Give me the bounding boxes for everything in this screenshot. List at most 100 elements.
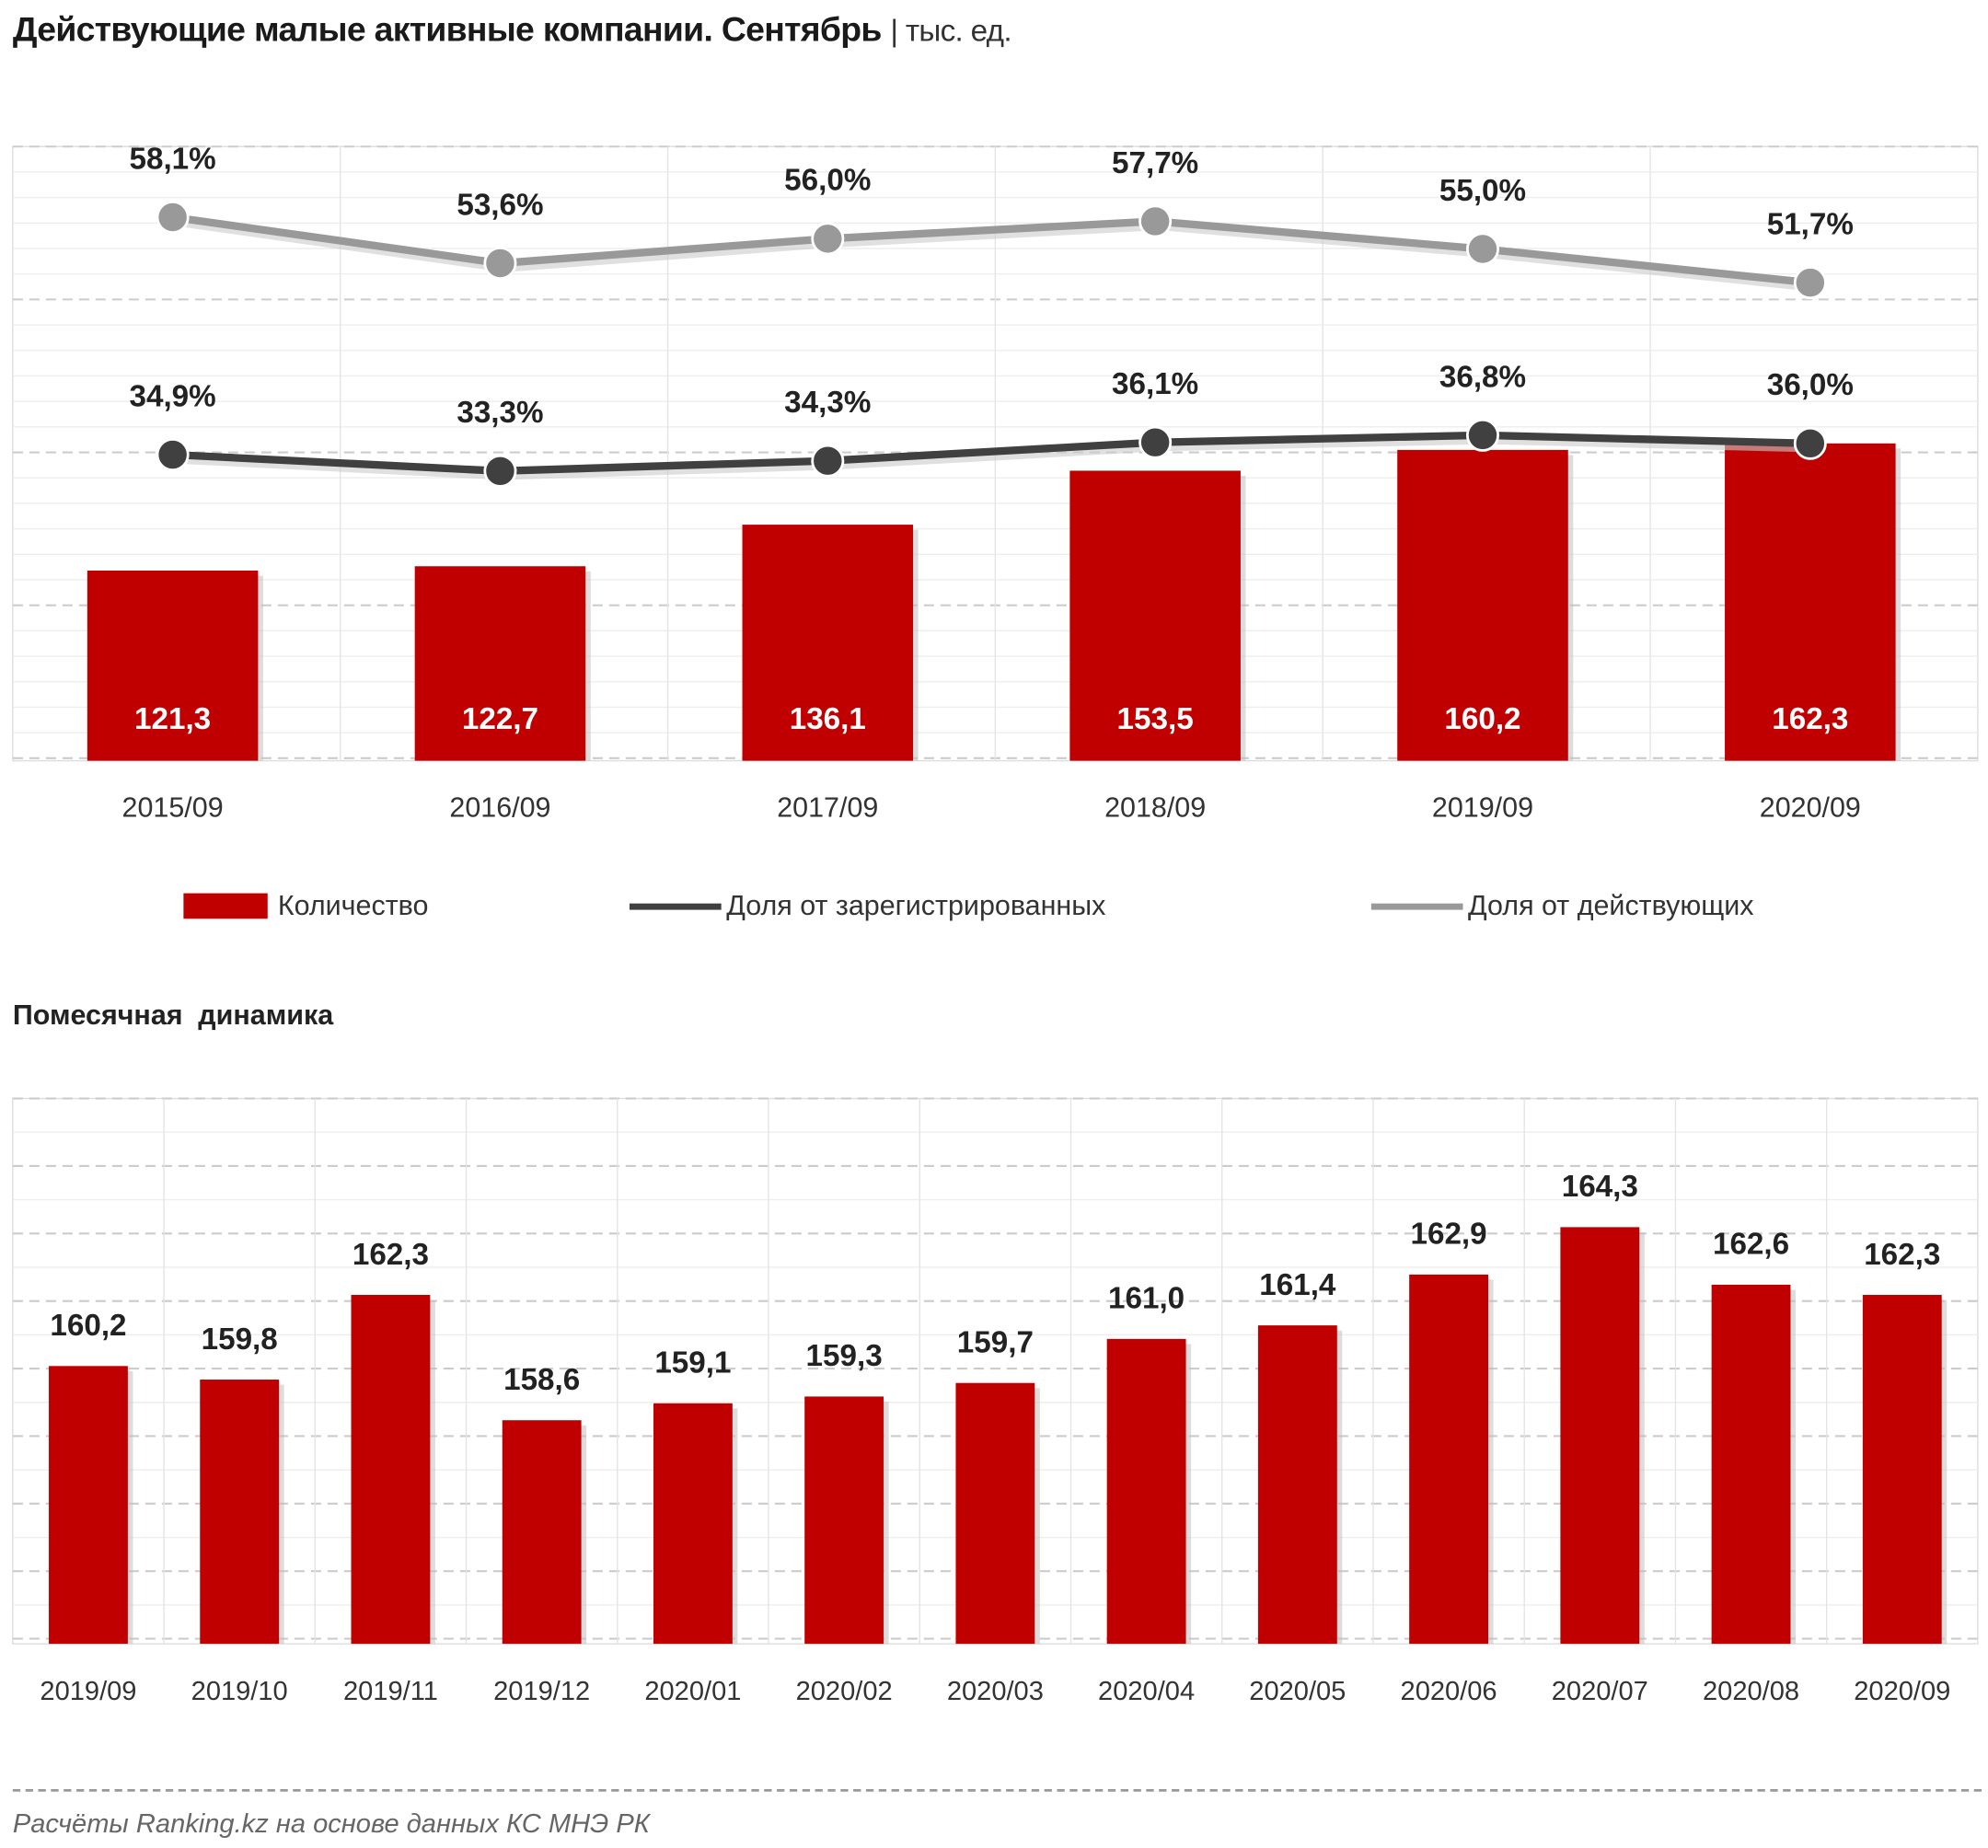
series-point	[811, 444, 845, 478]
bar-value-label: 153,5	[1117, 702, 1194, 736]
legend-label: Доля от зарегистрированных	[726, 889, 1106, 922]
line-value-label: 34,9%	[130, 379, 216, 413]
bar	[1106, 1338, 1186, 1645]
bar-value-label: 162,9	[1411, 1218, 1487, 1252]
x-tick-label: 2015/09	[122, 792, 224, 824]
bar	[49, 1366, 128, 1645]
series-point	[1465, 418, 1499, 452]
x-tick-label: 2020/05	[1249, 1677, 1346, 1706]
series-point	[483, 247, 517, 281]
legend-label: Доля от действующих	[1468, 889, 1754, 922]
source-note: Расчёты Ranking.kz на основе данных КС М…	[12, 1809, 650, 1839]
bar-value-label: 162,3	[1772, 702, 1848, 736]
bar-value-label: 159,7	[957, 1325, 1034, 1359]
bar-value-label: 160,2	[1444, 702, 1520, 736]
bar	[87, 570, 259, 761]
bar-value-label: 160,2	[50, 1309, 126, 1343]
legend-label: Количество	[277, 889, 429, 922]
unit-label: | тыс. ед.	[890, 14, 1011, 49]
series-point	[483, 454, 517, 488]
legend-line-swatch	[629, 902, 722, 909]
line-value-label: 34,3%	[784, 386, 871, 420]
line-value-label: 56,0%	[784, 164, 871, 198]
x-tick-label: 2020/07	[1552, 1677, 1648, 1706]
series-point	[811, 222, 845, 256]
line-value-label: 55,0%	[1439, 174, 1526, 208]
monthly-subtitle: Помесячная динамика	[12, 999, 334, 1032]
bar	[1397, 449, 1568, 761]
annual-chart: 121,3 2015/09 122,7 2016/09 136,1 2017/09 153,…	[12, 142, 1979, 824]
bar	[1560, 1227, 1640, 1645]
bar-value-label: 136,1	[790, 702, 866, 736]
bar	[414, 566, 586, 761]
legend-item-registered: Доля от зарегистрированных	[629, 889, 1106, 922]
bar	[742, 525, 914, 761]
line-value-label: 36,0%	[1767, 368, 1854, 402]
bar	[1409, 1274, 1488, 1645]
divider	[12, 1788, 1982, 1792]
line-value-label: 33,3%	[457, 396, 543, 430]
bar-value-label: 162,3	[1864, 1238, 1940, 1272]
x-tick-label: 2020/06	[1401, 1677, 1497, 1706]
x-tick-label: 2020/01	[644, 1677, 741, 1706]
bar-value-label: 159,8	[202, 1322, 278, 1357]
line-value-label: 57,7%	[1112, 146, 1198, 180]
x-tick-label: 2019/12	[493, 1677, 590, 1706]
x-tick-label: 2019/11	[343, 1677, 438, 1706]
x-tick-label: 2020/02	[796, 1677, 893, 1706]
x-tick-label: 2016/09	[449, 792, 550, 824]
x-tick-label: 2020/09	[1854, 1677, 1950, 1706]
series-point	[156, 438, 190, 472]
bar-value-label: 161,0	[1108, 1282, 1185, 1316]
series-line	[172, 431, 1810, 475]
line-value-label: 53,6%	[457, 188, 543, 222]
bar	[351, 1295, 431, 1645]
bar-value-label: 122,7	[462, 702, 538, 736]
x-tick-label: 2020/08	[1703, 1677, 1799, 1706]
bar-value-label: 162,3	[353, 1238, 429, 1272]
series-line-shadow	[176, 218, 1815, 292]
bar	[1862, 1295, 1942, 1645]
series-point	[1793, 426, 1827, 460]
bar	[1257, 1325, 1337, 1645]
title-text: Действующие малые активные компании. Сен…	[12, 10, 883, 49]
bar-value-label: 161,4	[1259, 1268, 1336, 1302]
bar	[955, 1382, 1035, 1645]
bar-value-label: 158,6	[503, 1363, 580, 1397]
x-tick-label: 2020/09	[1760, 792, 1861, 824]
x-tick-label: 2019/10	[191, 1677, 288, 1706]
bar	[1725, 443, 1896, 761]
x-tick-label: 2019/09	[1432, 792, 1533, 824]
bar-value-label: 121,3	[134, 702, 211, 736]
legend-bar-swatch	[183, 893, 268, 919]
series-point	[1793, 266, 1827, 300]
bar	[1711, 1284, 1791, 1645]
chart-title: Действующие малые активные компании. Сен…	[12, 10, 1012, 50]
legend-item-active: Доля от действующих	[1370, 889, 1754, 922]
bar-value-label: 164,3	[1562, 1170, 1638, 1204]
bar	[653, 1403, 733, 1645]
monthly-chart: 160,2 2019/09 159,8 2019/10 162,3 2019/11 158,…	[12, 1097, 1979, 1706]
series-line-shadow	[176, 436, 1815, 480]
bar-value-label: 159,1	[654, 1346, 731, 1380]
line-value-label: 36,8%	[1439, 360, 1526, 394]
line-value-label: 36,1%	[1112, 367, 1198, 401]
line-value-label: 51,7%	[1767, 208, 1854, 242]
series-point	[1138, 425, 1173, 459]
series-line	[172, 213, 1811, 287]
bar-value-label: 159,3	[806, 1339, 883, 1373]
series-point	[1465, 232, 1499, 266]
bar	[1069, 470, 1241, 761]
x-tick-label: 2017/09	[777, 792, 878, 824]
legend-line-swatch	[1370, 902, 1463, 909]
legend-item-count: Количество	[183, 889, 428, 922]
x-tick-label: 2019/09	[40, 1677, 136, 1706]
x-tick-label: 2020/04	[1098, 1677, 1195, 1706]
series-point	[1138, 204, 1173, 238]
bar	[200, 1380, 280, 1645]
x-tick-label: 2020/03	[947, 1677, 1044, 1706]
line-value-label: 58,1%	[130, 142, 216, 176]
series-point	[156, 200, 190, 234]
bar-value-label: 162,6	[1713, 1228, 1789, 1262]
